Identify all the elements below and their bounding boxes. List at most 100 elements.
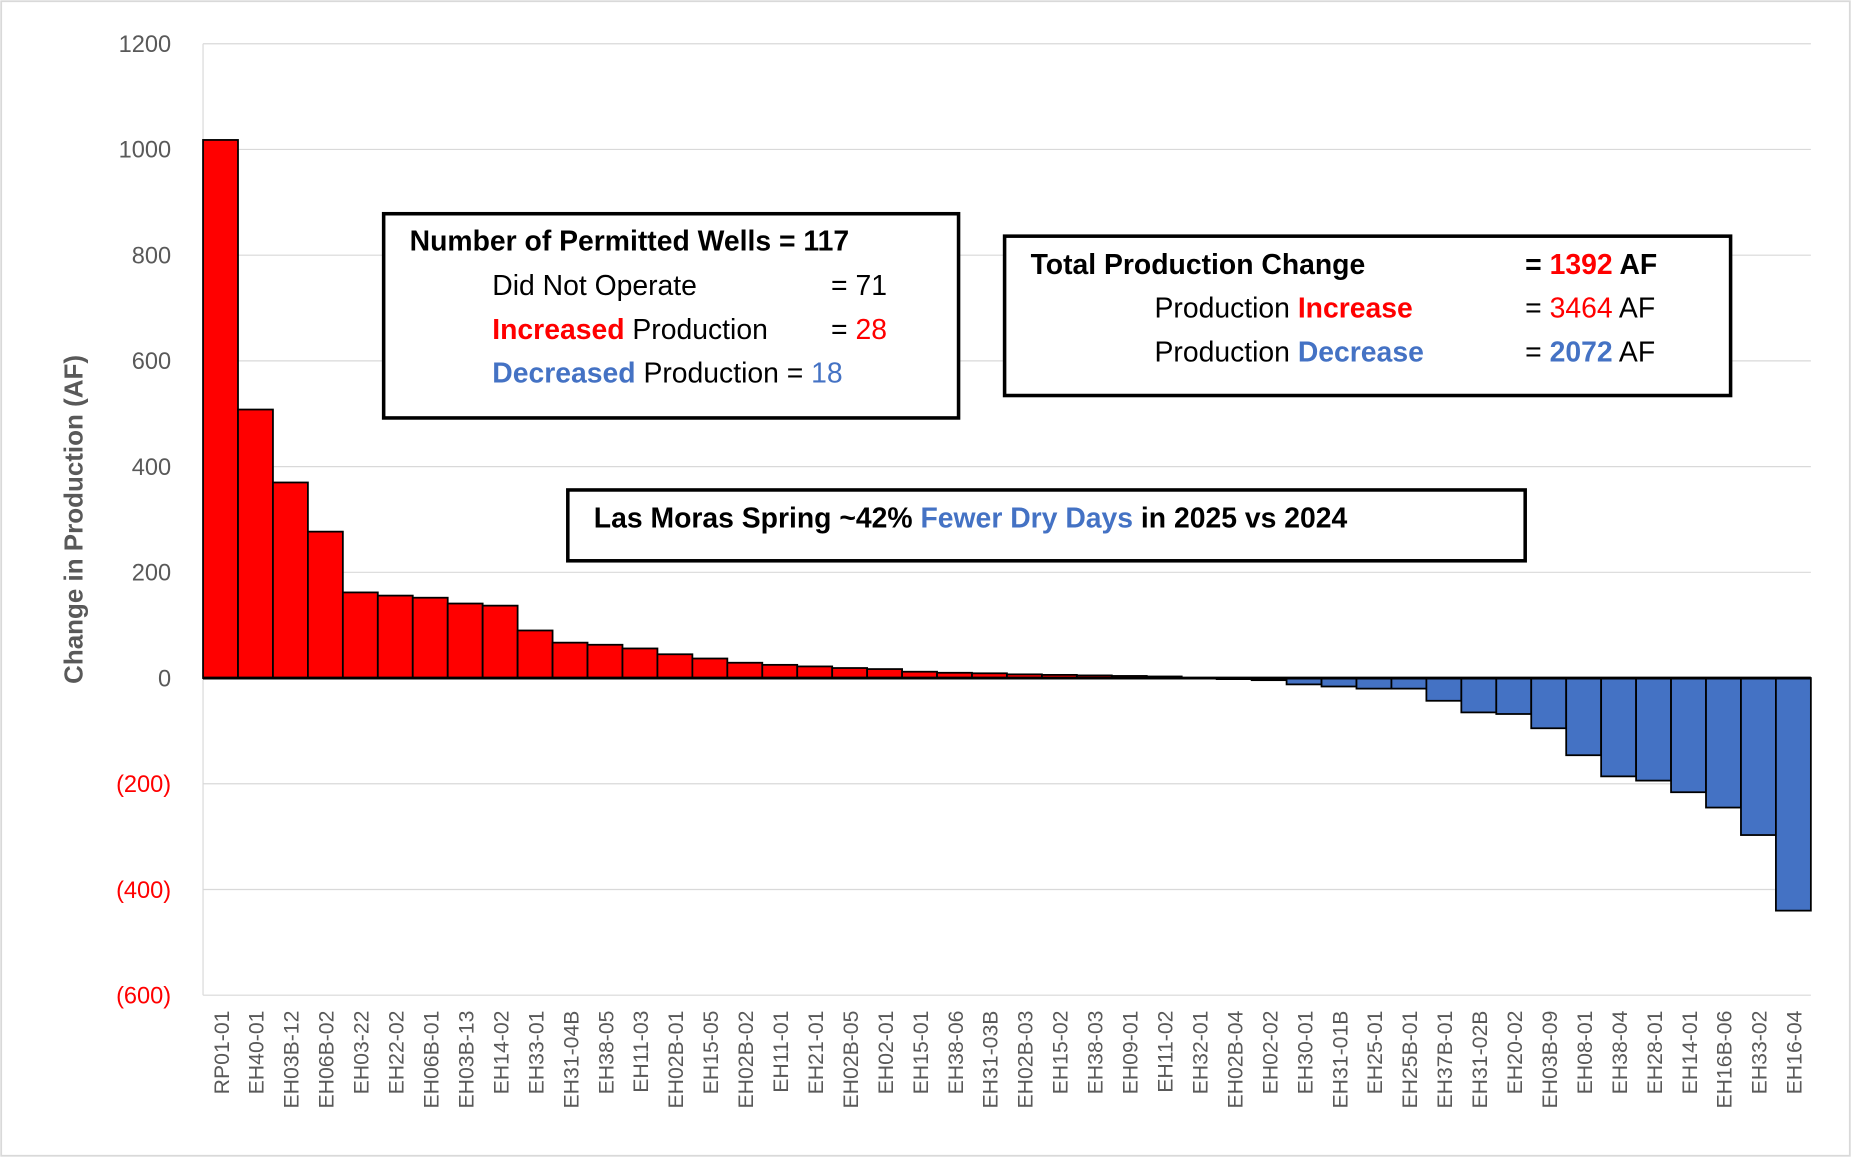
annotation-segment: Decreased: [492, 358, 635, 390]
x-tick-label: EH06B-01: [419, 1011, 443, 1109]
x-tick-label: EH31-04B: [559, 1011, 583, 1109]
x-tick-label: EH02B-05: [839, 1011, 863, 1109]
annotation-segment: Production: [1155, 293, 1298, 325]
bar: [202, 139, 239, 679]
annotation-segment: =: [1525, 293, 1549, 325]
annotation-text: Increased Production: [492, 314, 768, 346]
bar: [831, 667, 869, 679]
annotation-segment: 2072: [1550, 336, 1613, 368]
annotation-box: [381, 211, 961, 420]
x-tick-label: EH22-02: [385, 1011, 409, 1095]
x-tick-label: EH16B-06: [1713, 1011, 1737, 1109]
x-tick-label: EH37B-01: [1433, 1011, 1457, 1109]
bar: [1740, 677, 1777, 836]
annotation-segment: 18: [811, 358, 843, 390]
annotation-segment: =: [1525, 249, 1549, 281]
x-tick-label: EH28-01: [1643, 1011, 1667, 1095]
bar: [621, 647, 659, 679]
bar: [796, 665, 834, 679]
annotation-segment: 1392: [1550, 249, 1613, 281]
annotation-segment: =: [1525, 336, 1549, 368]
annotation-text: Number of Permitted Wells = 117: [410, 225, 850, 257]
x-tick-label: EH31-01B: [1328, 1011, 1352, 1109]
bar: [1670, 677, 1707, 794]
annotation-text: Total Production Change: [1031, 249, 1366, 281]
bar: [1635, 677, 1672, 782]
annotation-text: = 2072 AF: [1525, 336, 1655, 368]
bar: [411, 596, 449, 679]
annotation-segment: AF: [1613, 293, 1656, 325]
annotation-segment: Total Production Change: [1031, 249, 1366, 281]
y-tick-label: (200): [116, 772, 171, 798]
bar: [691, 657, 729, 679]
x-tick-label: EH31-02B: [1468, 1011, 1492, 1109]
bar: [341, 591, 379, 679]
bar: [376, 594, 414, 679]
annotation-segment: Las Moras Spring ~42%: [594, 503, 921, 535]
bar: [1355, 677, 1393, 690]
y-tick-label: 800: [132, 243, 171, 269]
y-tick-label: (400): [116, 878, 171, 904]
bar: [1565, 677, 1603, 757]
x-tick-label: EH38-04: [1608, 1010, 1632, 1094]
bar: [551, 641, 589, 679]
annotation-text: = 28: [831, 314, 887, 346]
annotation-segment: =: [831, 314, 855, 346]
annotation-segment: 3464: [1550, 293, 1613, 325]
bar: [1425, 677, 1463, 702]
bar: [1600, 677, 1637, 778]
x-tick-label: EH02B-01: [664, 1011, 688, 1109]
x-tick-label: EH40-01: [245, 1011, 269, 1095]
annotation-segment: = 71: [831, 270, 887, 302]
x-tick-label: EH15-05: [699, 1011, 723, 1095]
bar: [1530, 677, 1568, 730]
bar: [761, 663, 799, 679]
y-tick-label: 600: [132, 349, 171, 375]
bar: [1495, 677, 1533, 715]
y-tick-label: 1200: [119, 32, 172, 58]
y-tick-label: 400: [132, 455, 171, 481]
annotation-text: Did Not Operate: [492, 270, 697, 302]
x-tick-label: EH38-03: [1084, 1011, 1108, 1095]
x-tick-label: EH02B-02: [734, 1011, 758, 1109]
x-tick-label: EH02B-03: [1014, 1011, 1038, 1109]
annotation-segment: Production: [1155, 336, 1298, 368]
annotation-segment: Number of Permitted Wells = 117: [410, 225, 850, 257]
annotation-text: = 3464 AF: [1525, 293, 1655, 325]
x-tick-label: EH16-04: [1783, 1010, 1807, 1094]
x-tick-label: EH33-01: [524, 1011, 548, 1095]
bar: [586, 643, 624, 679]
bar: [516, 629, 554, 679]
x-tick-label: EH15-01: [909, 1011, 933, 1095]
y-tick-label: 0: [158, 666, 171, 692]
y-tick-label: (600): [116, 983, 171, 1009]
annotation-segment: Production =: [636, 358, 812, 390]
x-tick-label: EH11-01: [769, 1011, 793, 1093]
x-tick-label: EH25-01: [1363, 1011, 1387, 1095]
annotation-text: = 71: [831, 270, 887, 302]
x-tick-label: EH25B-01: [1398, 1011, 1422, 1109]
bar: [656, 653, 694, 679]
x-tick-label: EH32-01: [1188, 1011, 1212, 1095]
x-tick-label: RP01-01: [210, 1011, 234, 1095]
bar: [1775, 677, 1812, 912]
y-tick-label: 1000: [119, 138, 172, 164]
x-tick-label: EH11-02: [1154, 1011, 1178, 1093]
x-tick-label: EH03B-13: [454, 1011, 478, 1109]
bar: [726, 661, 764, 679]
annotation-text: = 1392 AF: [1525, 249, 1657, 281]
bar: [307, 530, 344, 679]
x-tick-label: EH14-02: [489, 1011, 513, 1095]
x-tick-label: EH31-03B: [979, 1011, 1003, 1109]
x-tick-label: EH33-02: [1748, 1011, 1772, 1095]
bar: [446, 602, 484, 679]
annotation-segment: AF: [1613, 249, 1658, 281]
x-tick-label: EH02-01: [874, 1011, 898, 1095]
annotation-segment: Production: [625, 314, 768, 346]
x-tick-label: EH08-01: [1573, 1011, 1597, 1095]
bar: [237, 408, 274, 679]
x-tick-label: EH20-02: [1503, 1011, 1527, 1095]
annotation-segment: Decrease: [1298, 336, 1424, 368]
